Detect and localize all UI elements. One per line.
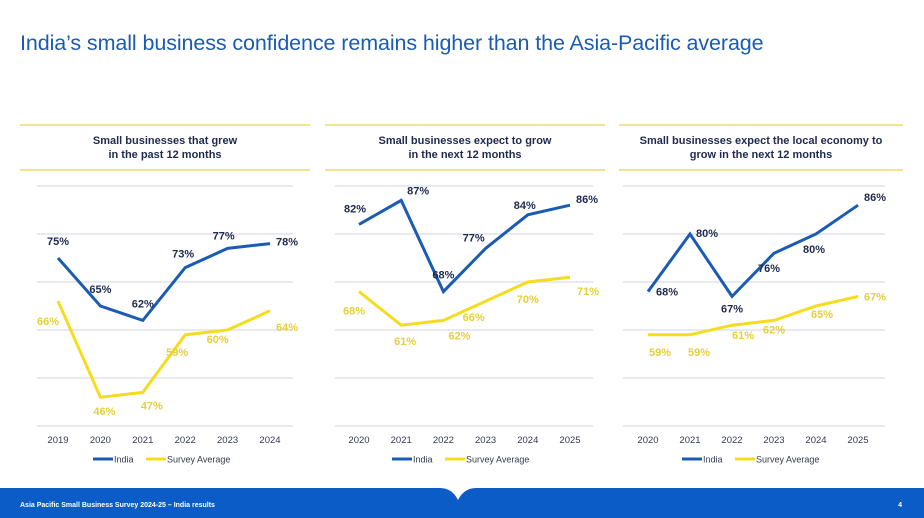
- india-data-label: 77%: [213, 230, 235, 242]
- legend-survey-average-label: Survey Average: [167, 455, 230, 465]
- footer-bar: Asia Pacific Small Business Survey 2024-…: [0, 482, 924, 518]
- india-data-label: 87%: [407, 185, 429, 197]
- chart-header: Small businesses expect to grow in the n…: [325, 124, 605, 171]
- line-chart: 2020 2021 2022 2023 2024 2025 68% 80% 67% 76% 80% 8…: [623, 185, 886, 465]
- legend-india-label: India: [413, 455, 433, 465]
- survey-average-data-label: 66%: [463, 312, 485, 324]
- line-chart: 2020 2021 2022 2023 2024 2025 82% 87% 68% 77% 84% 8…: [335, 185, 599, 465]
- chart-header: Small businesses expect the local econom…: [619, 124, 903, 171]
- india-series-line: [56, 242, 271, 323]
- india-series-line: [358, 198, 571, 295]
- x-tick-label: 2021: [132, 435, 153, 446]
- chart-panel-local-economy-grow: Small businesses expect the local econom…: [619, 124, 903, 474]
- india-data-label: 76%: [758, 263, 780, 275]
- x-tick-label: 2019: [47, 435, 68, 446]
- legend-india-label: India: [703, 455, 723, 465]
- survey-average-data-label: 64%: [276, 322, 298, 334]
- survey-average-series-line: [648, 294, 859, 337]
- x-tick-label: 2022: [175, 435, 196, 446]
- survey-average-data-label: 66%: [37, 316, 59, 328]
- india-data-label: 82%: [344, 203, 366, 215]
- india-data-label: 80%: [803, 244, 825, 256]
- survey-average-data-label: 62%: [763, 324, 785, 336]
- x-tick-label: 2021: [391, 435, 412, 446]
- survey-average-data-label: 60%: [207, 334, 229, 346]
- x-tick-label: 2025: [847, 435, 868, 446]
- footer-background: [0, 488, 924, 518]
- survey-average-series-line: [358, 275, 571, 327]
- x-tick-label: 2020: [90, 435, 111, 446]
- india-data-label: 75%: [47, 236, 69, 248]
- legend-survey-average-label: Survey Average: [756, 455, 819, 465]
- x-tick-label: 2025: [559, 435, 580, 446]
- india-data-label: 78%: [276, 237, 298, 249]
- x-tick-label: 2023: [217, 435, 238, 446]
- survey-average-data-label: 59%: [166, 347, 188, 359]
- page-number: 4: [898, 502, 902, 509]
- page-title: India’s small business confidence remain…: [20, 31, 764, 55]
- x-tick-label: 2022: [433, 435, 454, 446]
- legend-survey-average-label: Survey Average: [466, 455, 529, 465]
- india-data-label: 68%: [656, 287, 678, 299]
- survey-average-data-label: 71%: [577, 286, 599, 298]
- x-tick-label: 2022: [721, 435, 742, 446]
- survey-average-data-label: 62%: [448, 330, 470, 342]
- chart-header: Small businesses that grew in the past 1…: [20, 124, 310, 171]
- x-tick-label: 2023: [763, 435, 784, 446]
- x-tick-label: 2020: [348, 435, 369, 446]
- india-data-label: 62%: [132, 298, 154, 310]
- legend-india-label: India: [114, 455, 134, 465]
- line-chart: 2019 2020 2021 2022 2023 2024 75% 65% 62% 73% 77% 7…: [37, 185, 298, 465]
- survey-average-data-label: 61%: [732, 330, 754, 342]
- x-tick-label: 2020: [637, 435, 658, 446]
- chart-title: Small businesses that grew in the past 1…: [92, 134, 238, 161]
- survey-average-data-label: 65%: [811, 309, 833, 321]
- x-tick-label: 2024: [517, 435, 538, 446]
- india-series-line: [646, 203, 859, 299]
- india-data-label: 84%: [514, 200, 536, 212]
- india-data-label: 73%: [172, 249, 194, 261]
- survey-average-data-label: 59%: [649, 347, 671, 359]
- india-data-label: 86%: [576, 194, 598, 206]
- india-data-label: 86%: [864, 192, 886, 204]
- survey-average-data-label: 47%: [141, 400, 163, 412]
- survey-average-data-label: 70%: [517, 294, 539, 306]
- india-data-label: 67%: [721, 303, 743, 315]
- india-data-label: 80%: [696, 228, 718, 240]
- india-data-label: 65%: [89, 284, 111, 296]
- india-data-label: 77%: [463, 232, 485, 244]
- x-tick-label: 2023: [475, 435, 496, 446]
- survey-average-data-label: 61%: [394, 336, 416, 348]
- survey-average-data-label: 68%: [343, 306, 365, 318]
- footer-shape: [0, 488, 924, 518]
- survey-average-data-label: 67%: [864, 291, 886, 303]
- chart-title: Small businesses expect the local econom…: [639, 134, 883, 161]
- x-tick-label: 2021: [679, 435, 700, 446]
- survey-average-data-label: 59%: [688, 347, 710, 359]
- survey-average-series-line: [56, 300, 271, 399]
- footer-text: Asia Pacific Small Business Survey 2024-…: [20, 502, 215, 509]
- india-data-label: 68%: [432, 270, 454, 282]
- chart-panel-expect-grow-next-12-months: Small businesses expect to grow in the n…: [325, 124, 605, 474]
- x-tick-label: 2024: [805, 435, 826, 446]
- chart-panel-grew-past-12-months: Small businesses that grew in the past 1…: [20, 124, 310, 474]
- chart-title: Small businesses expect to grow in the n…: [378, 134, 552, 161]
- x-tick-label: 2024: [259, 435, 280, 446]
- survey-average-data-label: 46%: [93, 406, 115, 418]
